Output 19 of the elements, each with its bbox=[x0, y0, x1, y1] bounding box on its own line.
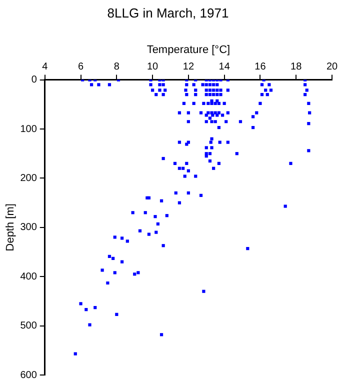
y-tick-label: 200 bbox=[20, 172, 38, 184]
y-tick-label: 400 bbox=[20, 271, 38, 282]
x-axis-title: Temperature [°C] bbox=[146, 44, 230, 56]
y-tick-label: 0 bbox=[31, 74, 38, 86]
y-tick-label: 600 bbox=[20, 370, 38, 381]
x-tick-label: 16 bbox=[254, 62, 266, 73]
y-axis-title: Depth [m] bbox=[4, 204, 17, 252]
x-tick-label: 6 bbox=[78, 62, 84, 73]
chart-title: 8LLG in March, 1971 bbox=[107, 5, 229, 20]
y-tick-label: 300 bbox=[20, 222, 38, 234]
x-tick-label: 14 bbox=[218, 62, 230, 73]
x-tick-label: 10 bbox=[146, 62, 159, 73]
x-tick-label: 20 bbox=[326, 62, 338, 73]
x-tick-label: 18 bbox=[290, 62, 302, 73]
x-tick-label: 4 bbox=[42, 62, 48, 73]
y-tick-label: 100 bbox=[20, 124, 38, 135]
y-tick-label: 500 bbox=[20, 320, 38, 332]
x-tick-label: 12 bbox=[182, 62, 194, 73]
x-tick-label: 8 bbox=[114, 62, 120, 73]
